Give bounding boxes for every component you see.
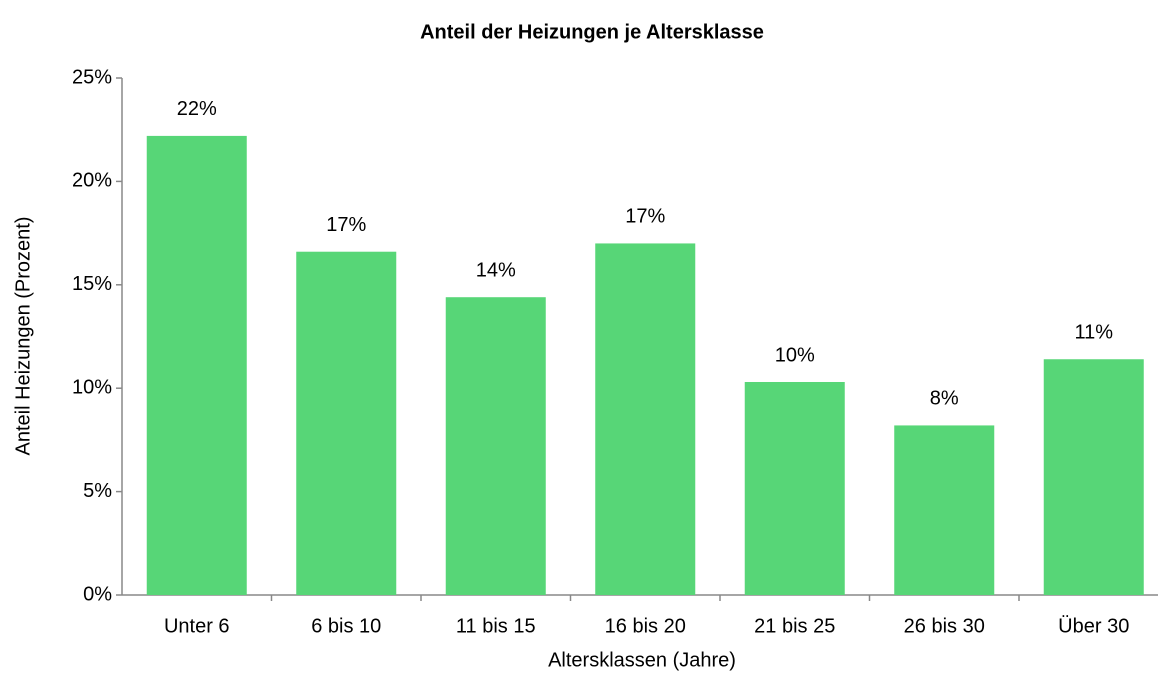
value-label: 8% — [930, 388, 959, 410]
value-label: 17% — [625, 206, 665, 228]
bar — [296, 251, 397, 595]
value-label: 10% — [775, 344, 815, 366]
bar — [894, 425, 995, 595]
x-tick-label: 21 bis 25 — [754, 615, 835, 637]
bar — [744, 381, 845, 595]
value-label: 22% — [177, 98, 217, 120]
bar — [1043, 359, 1144, 595]
x-tick-label: 11 bis 15 — [456, 615, 536, 637]
x-axis-label: Altersklassen (Jahre) — [548, 649, 736, 671]
value-label: 11% — [1074, 322, 1113, 344]
bar — [146, 135, 247, 596]
value-label: 17% — [326, 214, 366, 236]
y-tick-label: 0% — [83, 583, 112, 605]
y-tick-label: 10% — [72, 376, 112, 398]
y-tick-label: 15% — [72, 273, 112, 295]
bar — [445, 297, 546, 595]
y-tick-label: 20% — [72, 170, 112, 192]
bar — [595, 243, 696, 595]
x-tick-label: Unter 6 — [164, 615, 230, 637]
x-tick-label: 16 bis 20 — [605, 615, 686, 637]
x-tick-label: 6 bis 10 — [311, 615, 381, 637]
y-tick-label: 5% — [83, 480, 112, 502]
chart-title: Anteil der Heizungen je Altersklasse — [420, 21, 764, 43]
x-tick-label: 26 bis 30 — [904, 615, 985, 637]
x-tick-label: Über 30 — [1058, 615, 1129, 637]
value-label: 14% — [476, 259, 516, 281]
y-tick-label: 25% — [72, 66, 112, 88]
y-axis-label: Anteil Heizungen (Prozent) — [12, 216, 34, 455]
